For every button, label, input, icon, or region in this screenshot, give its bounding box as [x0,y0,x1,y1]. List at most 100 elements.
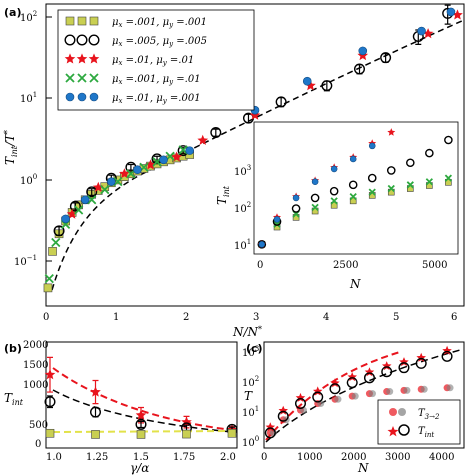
a-series4-point-5 [185,146,194,155]
inset-series4-point-5 [349,155,357,163]
a-series2-point-6 [249,109,261,120]
panel-c: (c) 100 101 102 103 0 1000 2000 3000 400… [242,341,465,475]
panel-a-inset: 101 102 103 0 2500 5000 N Tint [215,121,459,291]
ytick-inset-0: 101 [234,238,251,252]
a-series3-point-3 [74,205,84,215]
xtick-c-1: 1000 [297,452,322,463]
panel-b-marks [44,356,238,439]
panel-c-frame [263,341,465,449]
legend-marker-0-2 [89,16,99,26]
panel-a-ylabel: Tint/T* [3,130,19,165]
xtick-b-1: 1.25 [86,452,108,463]
a-series1-err-2 [88,188,95,196]
c-t32-grey-7 [386,388,394,396]
a-series4-point-7 [302,76,312,86]
a-series1-point-1 [69,200,81,212]
inset-series4-point-3 [311,178,319,186]
xtick-a-3: 3 [253,312,259,323]
a-series1-point-10 [321,80,333,92]
inset-series1-point-9 [425,178,433,186]
a-series1-err-9 [278,97,285,108]
xtick-b-2: 1.5 [133,452,149,463]
c-tint-circle-0 [264,427,276,439]
legend-entry-3: μx =.01, μy =.01 [112,55,194,67]
b-series2-point-2 [136,430,146,439]
panel-a: (a) 10−1 100 101 102 0 1 2 3 4 5 6 N/N* … [3,3,465,339]
legend-c-red-dot [389,408,397,416]
legend-marker-3-1 [77,73,87,83]
ytick-b-1500: 1500 [23,360,48,371]
c-tint-circle-2 [294,397,306,409]
a-series0-point-1 [48,247,57,256]
inset-series4-point-1 [273,216,281,223]
c-t32-grey-9 [420,385,428,393]
a-series4-point-0 [61,214,70,224]
legend-marker-2-2 [88,53,100,64]
inset-series2-point-6 [367,173,377,183]
a-series1-err-4 [127,163,134,171]
legend-markers [64,16,100,102]
c-t32-grey-6 [368,390,376,398]
inset-series4-point-4 [330,165,338,173]
legend-marker-1-0 [64,34,76,46]
panel-a-xlabel: N/N* [232,325,262,339]
xtick-a-2: 2 [183,312,189,323]
inset-series1-point-7 [387,184,395,193]
inset-series2-point-2 [291,204,301,213]
a-series2-point-9 [422,28,434,39]
b-series0-point-1 [90,386,101,397]
legend-c-star [387,426,399,437]
panel-c-fit-red [265,351,401,441]
ytick-a-2: 101 [20,91,37,105]
c-t32-grey-5 [351,392,359,400]
b-series1-point-1 [89,406,101,418]
a-series2-point-3 [145,159,156,170]
xtick-c-2: 2000 [341,452,366,463]
legend-marker-0-1 [77,16,87,26]
a-series2-point-2 [119,168,130,179]
xtick-inset-1: 2500 [333,260,358,271]
panel-a-marks [43,4,463,293]
inset-series2-point-8 [406,158,415,168]
c-tint-circle-5 [346,377,358,389]
b-series2-point-4 [227,428,237,438]
legend-marker-4-2 [89,92,99,102]
a-series0-point-0 [43,283,53,293]
c-tint-star-9 [416,352,426,362]
legend-marker-4-0 [65,92,75,102]
legend-c-open-circle [398,424,410,436]
xtick-c-4: 4000 [429,452,454,463]
panel-b-xlabel: γ/α [130,461,149,475]
a-series4-point-4 [159,155,168,165]
b-series0-point-2 [135,409,147,420]
a-series2-point-7 [305,80,316,91]
legend-marker-3-0 [65,73,75,83]
xtick-a-4: 4 [323,312,329,323]
inset-series2-point-9 [425,148,434,158]
inset-xlabel: N [349,277,361,291]
a-series3-point-0 [44,273,54,284]
c-tint-circle-3 [312,391,324,403]
a-series4-point-2 [107,177,116,186]
legend-marker-2-1 [76,53,88,64]
inset-series1-point-6 [368,188,376,196]
inset-series2-point-3 [310,193,320,203]
a-series3-point-6 [113,177,123,187]
ytick-c-3: 103 [242,345,259,359]
a-series3-point-11 [178,145,188,155]
panel-a-fit-line [51,19,465,291]
panel-c-legend-box [377,399,461,445]
c-tint-circle-9 [415,357,427,369]
c-tint-circle-7 [381,366,393,378]
b-series1-point-0 [44,396,56,408]
panel-b-frame [45,341,238,449]
a-series3-point-4 [87,195,97,205]
inset-series4-point-0 [258,241,266,248]
xtick-a-6: 6 [451,312,457,323]
inset-series1-point-3 [311,203,319,211]
inset-series2-point-5 [348,180,358,190]
a-series1-point-7 [210,127,222,139]
inset-series2-point-10 [444,135,453,145]
a-series1-point-12 [380,52,392,64]
